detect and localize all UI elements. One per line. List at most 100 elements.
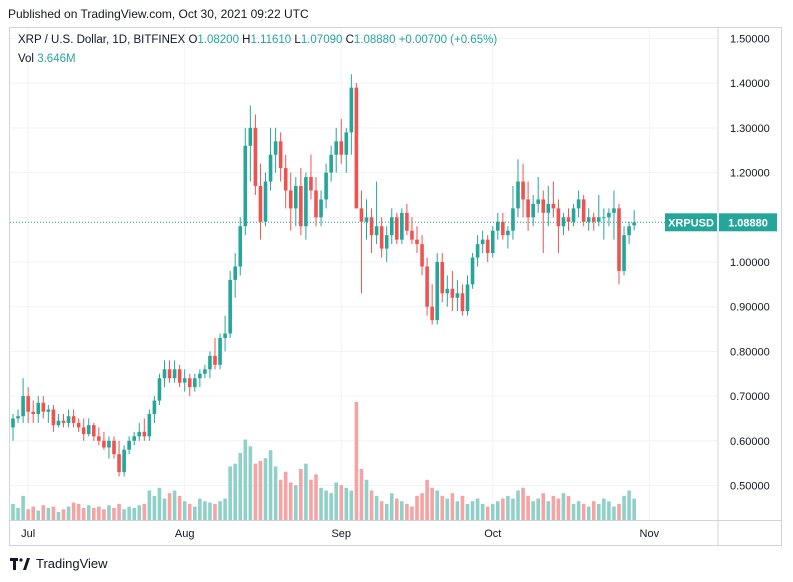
candle <box>127 436 131 455</box>
volume-bar <box>349 490 354 520</box>
candle <box>344 127 349 173</box>
candle-body <box>107 440 111 448</box>
y-tick-label: 1.50000 <box>730 34 770 46</box>
volume-bar <box>137 505 142 520</box>
candle-body <box>632 222 636 226</box>
candle-body <box>283 168 288 191</box>
candle <box>182 369 187 392</box>
volume-bar <box>294 485 298 520</box>
candle <box>117 440 121 477</box>
candle-body <box>177 369 182 383</box>
volume-bar <box>364 479 369 520</box>
volume-bar <box>551 495 556 520</box>
candle-body <box>506 230 510 236</box>
candle <box>157 373 162 406</box>
candle <box>470 253 475 289</box>
volume-bar <box>344 487 349 520</box>
candle <box>112 436 116 459</box>
candle-body <box>16 416 20 419</box>
volume-value: 3.646M <box>37 53 76 65</box>
candle <box>536 177 540 213</box>
volume-bar <box>546 501 551 520</box>
candle <box>187 373 192 397</box>
volume-bar <box>41 505 46 520</box>
volume-bar <box>228 466 232 520</box>
volume-bar <box>602 498 606 520</box>
volume-bar <box>223 498 227 520</box>
candle-body <box>445 288 450 294</box>
candle-body <box>278 141 283 169</box>
volume-bar <box>627 490 631 520</box>
candle-body <box>288 190 293 209</box>
candle <box>132 431 136 446</box>
candle <box>46 405 51 423</box>
candle-body <box>147 413 152 437</box>
volume-bar <box>76 503 81 520</box>
candle <box>430 284 434 325</box>
candle <box>485 235 490 262</box>
candle <box>51 405 56 432</box>
volume-bar <box>334 482 338 520</box>
candle-body <box>127 440 131 450</box>
volume-bar <box>66 506 71 520</box>
volume-bar <box>162 498 167 520</box>
candle <box>339 118 344 164</box>
footer-brand-text: TradingView <box>36 556 108 571</box>
volume-bar <box>607 501 611 520</box>
volume-bar <box>46 507 51 520</box>
candle-body <box>26 396 30 412</box>
candle-body <box>556 208 561 227</box>
candle-body <box>430 306 434 321</box>
candle-body <box>86 425 91 435</box>
candle <box>81 418 86 441</box>
candle <box>41 396 46 419</box>
x-tick-label: Aug <box>175 528 195 540</box>
candle <box>233 253 237 298</box>
candle-body <box>490 230 495 254</box>
volume-bar <box>617 503 621 520</box>
volume-bar <box>581 503 586 520</box>
candle-body <box>571 208 576 222</box>
candle-body <box>586 217 591 222</box>
candle <box>597 194 601 227</box>
candle-body <box>511 208 515 231</box>
volume-bar <box>92 507 96 520</box>
candle <box>450 270 455 312</box>
footer-brand[interactable]: TradingView <box>10 556 108 571</box>
candle <box>253 114 258 195</box>
candle <box>622 226 626 276</box>
candle-body <box>364 217 369 222</box>
candle-body <box>228 279 232 334</box>
candle <box>102 431 106 450</box>
change-value: +0.00700 (+0.65%) <box>398 34 498 46</box>
candle-body <box>319 199 323 218</box>
candle-body <box>11 418 15 428</box>
symbol-title[interactable]: XRP / U.S. Dollar, 1D, BITFINEX <box>18 34 186 46</box>
candle <box>61 413 66 428</box>
candle-body <box>450 288 455 298</box>
candle <box>258 163 263 240</box>
volume-bar <box>526 495 530 520</box>
candle-body <box>294 186 298 209</box>
candle-body <box>268 154 273 182</box>
candle-body <box>203 369 207 374</box>
volume-bar <box>268 450 273 520</box>
candle <box>581 194 586 227</box>
candle <box>172 360 177 383</box>
candle-body <box>395 217 399 240</box>
volume-bar <box>238 452 243 520</box>
candle-body <box>627 226 631 236</box>
volume-bar <box>36 510 41 520</box>
volume-bar <box>556 498 561 520</box>
volume-bar <box>496 501 500 520</box>
candle <box>299 168 303 236</box>
volume-bar <box>632 498 636 520</box>
volume-bar <box>81 507 86 520</box>
candle <box>460 284 465 316</box>
candle <box>31 400 35 423</box>
candle <box>369 208 374 254</box>
candle-body <box>541 199 546 213</box>
x-tick-label: Nov <box>640 528 660 540</box>
candle-body <box>410 230 414 240</box>
